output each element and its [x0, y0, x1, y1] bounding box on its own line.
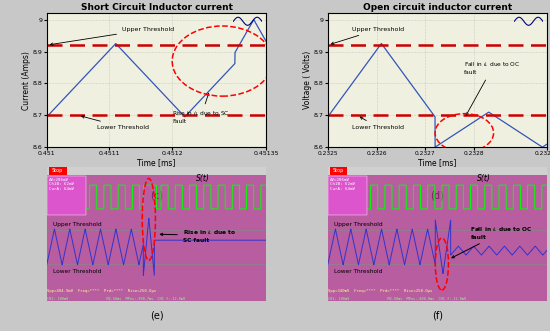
- Text: Vpp=484.9mV  Freq=****  Prd=****  Rise=250.0μs: Vpp=484.9mV Freq=**** Prd=**** Rise=250.…: [47, 289, 156, 293]
- Y-axis label: Voltage ( Volts): Voltage ( Volts): [303, 51, 312, 109]
- Bar: [330, 167, 348, 175]
- Text: Upper Threshold: Upper Threshold: [334, 222, 383, 227]
- Text: Lower Threshold: Lower Threshold: [53, 269, 102, 274]
- Text: Lower Threshold: Lower Threshold: [352, 117, 404, 130]
- Text: ΔV=206mV
Ch1B: 62mV
CurA: 64mV: ΔV=206mV Ch1B: 62mV CurA: 64mV: [49, 178, 74, 191]
- Y-axis label: Current (Amps): Current (Amps): [23, 51, 31, 110]
- Text: Upper Threshold: Upper Threshold: [51, 27, 174, 45]
- Title: Short Circuit Inductor current: Short Circuit Inductor current: [80, 3, 233, 13]
- Text: S(t): S(t): [477, 174, 491, 183]
- Text: Stop: Stop: [52, 168, 63, 173]
- X-axis label: Time [ms]: Time [ms]: [138, 158, 175, 167]
- X-axis label: Time [ms]: Time [ms]: [419, 158, 456, 167]
- Text: Rise in $i_L$ due to
SC fault: Rise in $i_L$ due to SC fault: [161, 228, 236, 243]
- Bar: [47, 167, 266, 175]
- Text: CH1: 100mV                  M2.50ms  MPos:-990.7ms  CH1 f:-12.0mV: CH1: 100mV M2.50ms MPos:-990.7ms CH1 f:-…: [47, 297, 185, 301]
- Text: Upper Threshold: Upper Threshold: [53, 222, 102, 227]
- Text: Lower Threshold: Lower Threshold: [334, 269, 383, 274]
- Text: Stop: Stop: [333, 168, 344, 173]
- Text: (f): (f): [432, 310, 443, 320]
- Text: CH1: 100mV                  M2.50ms  MPos:-800.8ms  CH1 f:-12.0mV: CH1: 100mV M2.50ms MPos:-800.8ms CH1 f:-…: [328, 297, 466, 301]
- Text: ΔV=206mV
Ch1B: 62mV
CurA: 64mV: ΔV=206mV Ch1B: 62mV CurA: 64mV: [330, 178, 355, 191]
- Text: Fall in $i_L$ due to OC
fault: Fall in $i_L$ due to OC fault: [464, 60, 521, 115]
- Text: Rise in $i_L$ due to SC
Fault: Rise in $i_L$ due to SC Fault: [172, 93, 230, 124]
- Text: (d): (d): [431, 190, 444, 200]
- Text: Vpp=340mV  Freq=****  Prd=****  Rise=250.0μs: Vpp=340mV Freq=**** Prd=**** Rise=250.0μ…: [328, 289, 432, 293]
- Text: Upper Threshold: Upper Threshold: [331, 27, 404, 44]
- Bar: [47, 176, 86, 215]
- Text: (e): (e): [150, 310, 163, 320]
- Text: S(t): S(t): [196, 174, 210, 183]
- Text: (c): (c): [150, 190, 163, 200]
- Text: Fall in $i_L$ due to OC
fault: Fall in $i_L$ due to OC fault: [452, 225, 533, 258]
- Bar: [328, 167, 547, 175]
- Title: Open circuit inductor current: Open circuit inductor current: [363, 3, 512, 13]
- Text: Lower Threshold: Lower Threshold: [82, 116, 149, 130]
- Bar: [49, 167, 67, 175]
- Bar: [328, 176, 367, 215]
